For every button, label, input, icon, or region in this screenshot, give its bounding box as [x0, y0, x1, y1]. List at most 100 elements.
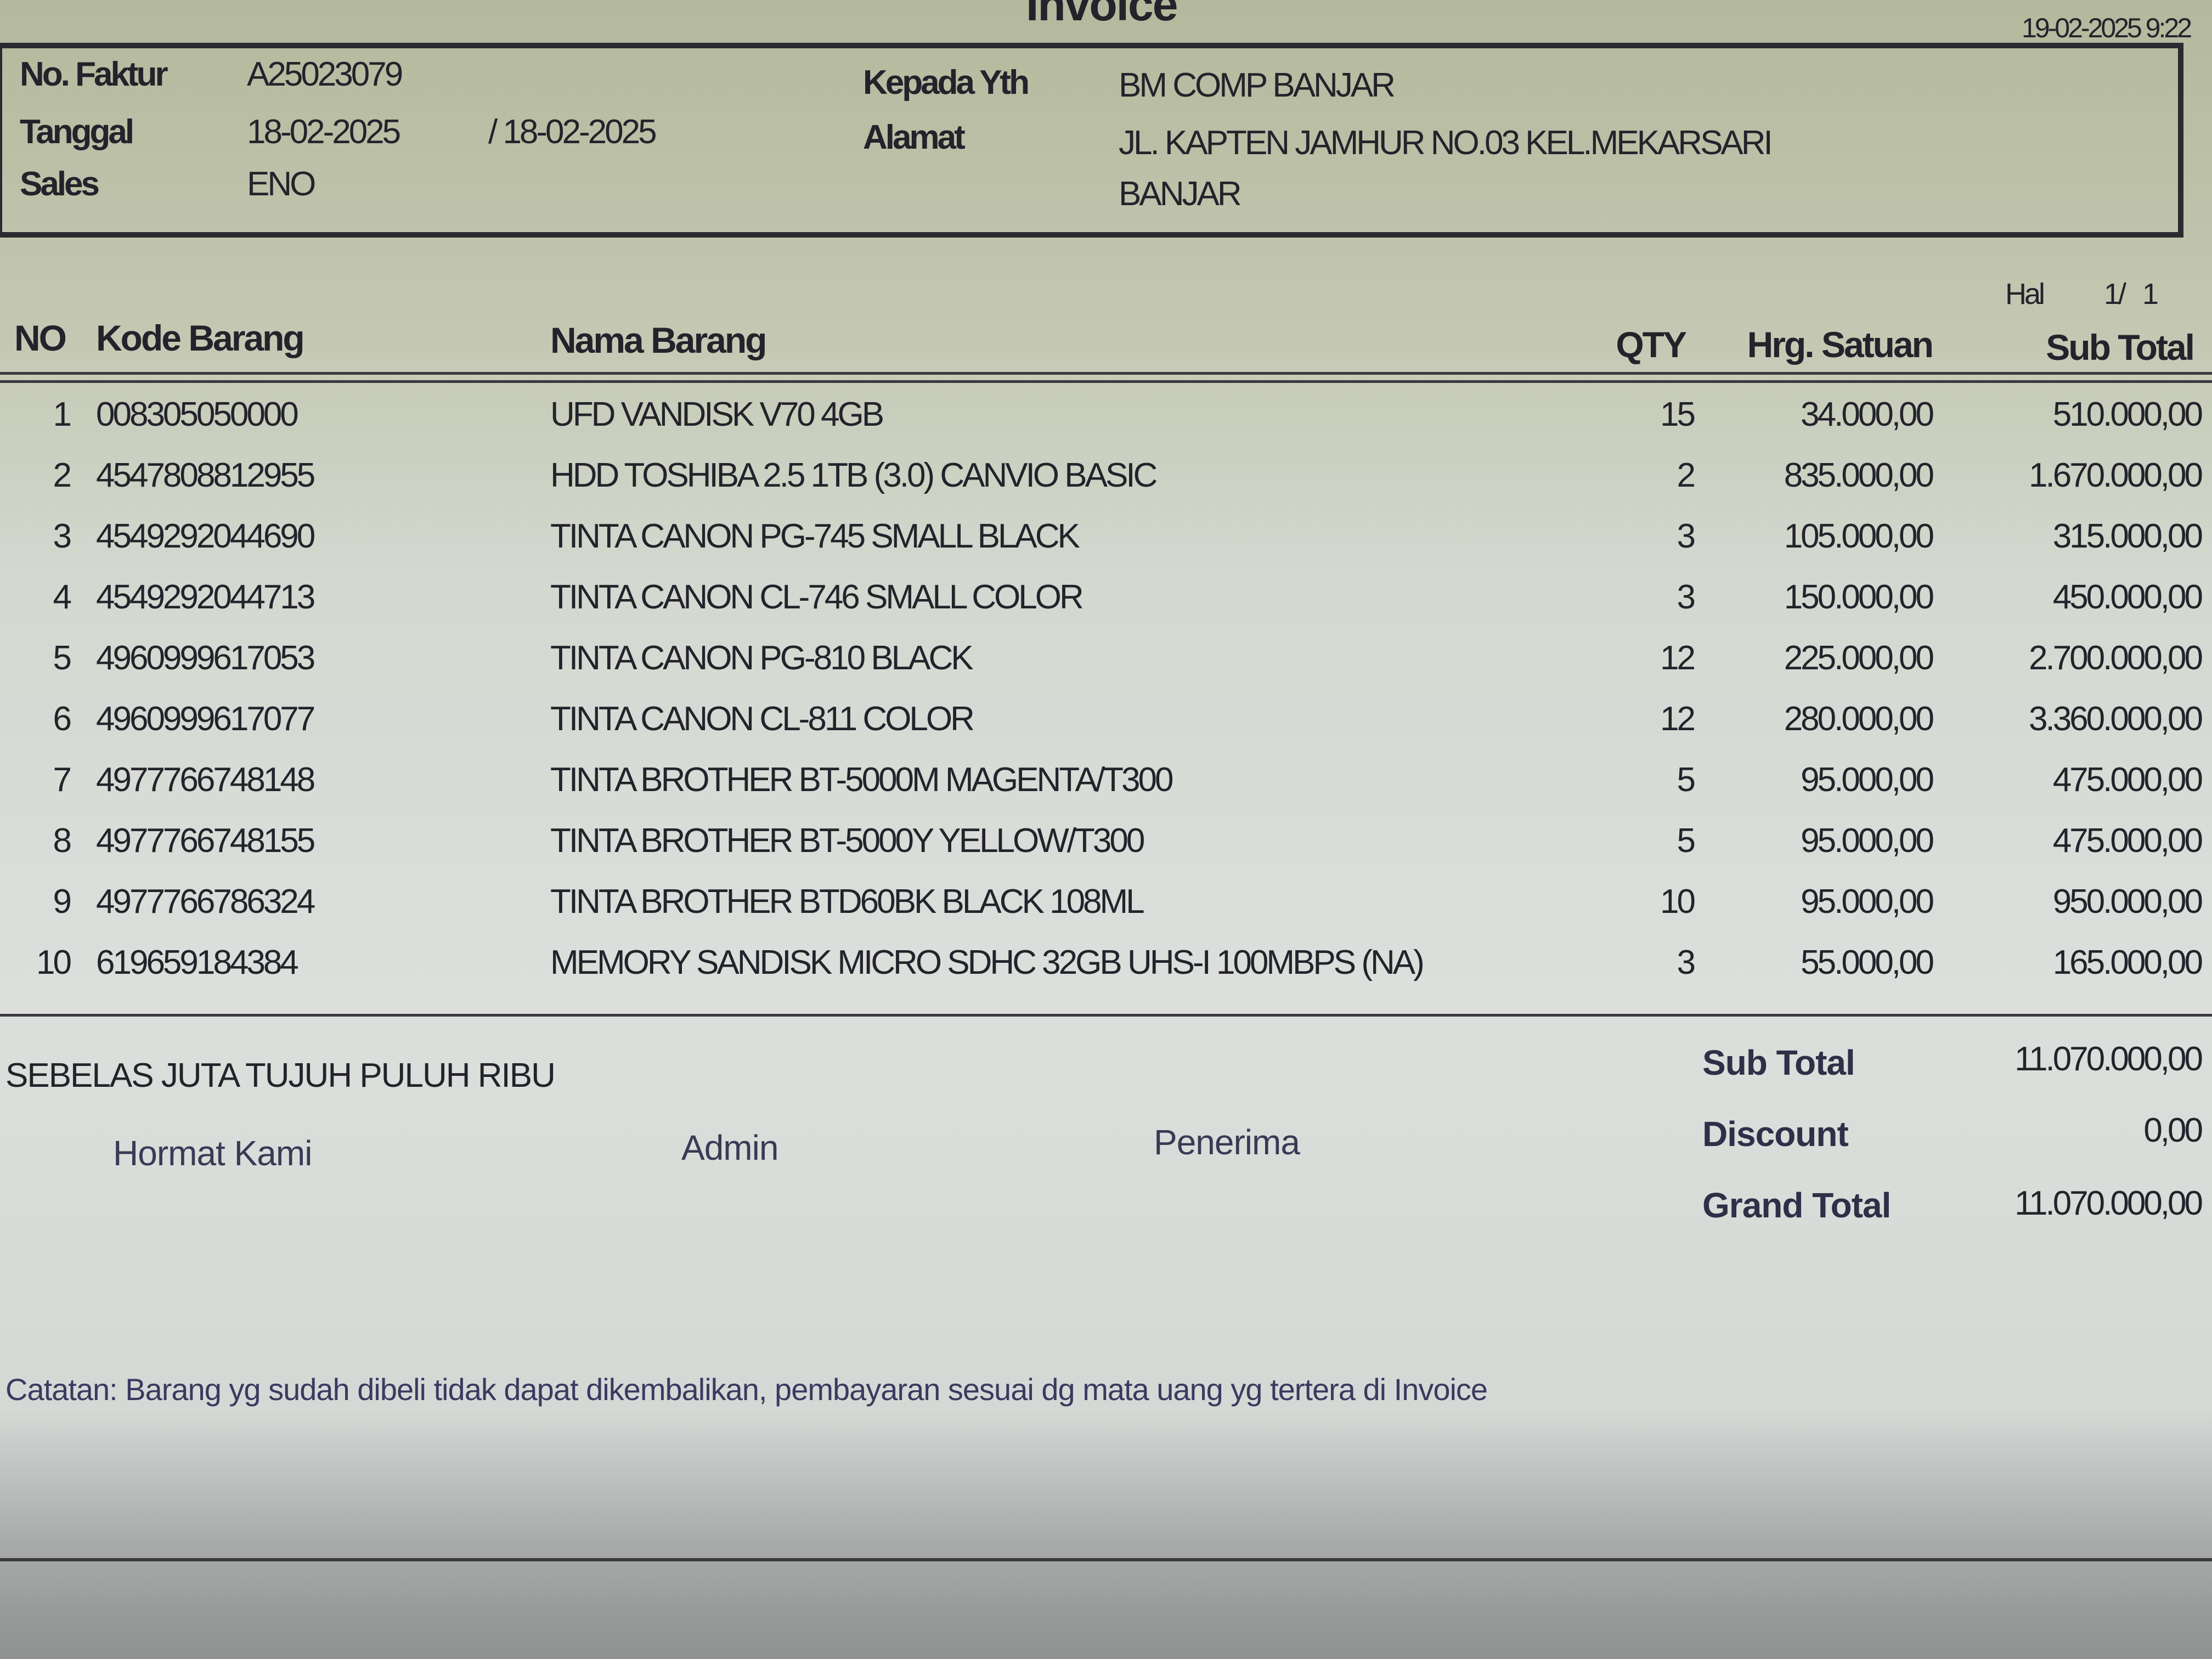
row-nama: TINTA CANON PG-810 BLACK: [550, 639, 974, 677]
note-text: Catatan: Barang yg sudah dibeli tidak da…: [5, 1372, 1488, 1407]
col-subtotal: Sub Total: [2046, 327, 2195, 368]
row-qty: 12: [1660, 639, 1696, 677]
alamat-label: Alamat: [863, 119, 966, 156]
col-qty: QTY: [1616, 324, 1687, 365]
discount-value: 0,00: [2143, 1111, 2203, 1149]
row-subtotal: 475.000,00: [2052, 822, 2203, 860]
row-no: 1: [53, 396, 72, 433]
row-qty: 3: [1677, 517, 1696, 555]
grand-total-value: 11.070.000,00: [2015, 1184, 2203, 1222]
col-nama: Nama Barang: [550, 320, 767, 360]
invoice-header-box: [0, 43, 2183, 238]
tanggal-from: 18-02-2025: [247, 113, 401, 151]
grand-total-label: Grand Total: [1702, 1186, 1891, 1225]
invoice-title: Invoice: [1026, 0, 1178, 30]
signature-penerima: Penerima: [1154, 1122, 1300, 1162]
signature-admin: Admin: [681, 1128, 778, 1167]
row-no: 7: [53, 761, 72, 799]
row-no: 2: [53, 456, 72, 494]
row-kode: 008305050000: [96, 396, 299, 433]
row-kode: 4977766748155: [96, 822, 315, 860]
row-harga: 835.000,00: [1784, 456, 1934, 494]
col-kode: Kode Barang: [96, 318, 305, 358]
subtotal-value: 11.070.000,00: [2015, 1040, 2203, 1078]
kepada-label: Kepada Yth: [863, 64, 1030, 101]
row-nama: HDD TOSHIBA 2.5 1TB (3.0) CANVIO BASIC: [550, 456, 1158, 494]
discount-label: Discount: [1702, 1114, 1849, 1154]
table-row: 1 008305050000 UFD VANDISK V70 4GB 15 34.000…: [0, 395, 2212, 455]
row-nama: UFD VANDISK V70 4GB: [550, 396, 884, 433]
row-subtotal: 475.000,00: [2052, 761, 2203, 799]
row-no: 5: [53, 639, 72, 677]
tanggal-label: Tanggal: [20, 113, 134, 151]
row-nama: TINTA BROTHER BT-5000M MAGENTA/T300: [550, 761, 1173, 799]
row-subtotal: 165.000,00: [2052, 944, 2203, 981]
row-harga: 34.000,00: [1801, 396, 1934, 433]
table-row: 6 4960999617077 TINTA CANON CL-811 COLOR 12…: [0, 699, 2212, 760]
row-no: 10: [36, 944, 72, 981]
row-nama: TINTA CANON CL-811 COLOR: [550, 700, 975, 738]
row-qty: 5: [1677, 761, 1696, 799]
table-row: 10 619659184384 MEMORY SANDISK MICRO SDHC …: [0, 943, 2212, 1003]
row-nama: TINTA CANON CL-746 SMALL COLOR: [550, 578, 1084, 616]
row-subtotal: 3.360.000,00: [2028, 700, 2203, 738]
header-divider: [0, 372, 2212, 383]
table-row: 4 4549292044713 TINTA CANON CL-746 SMALL C…: [0, 578, 2212, 638]
table-row: 8 4977766748155 TINTA BROTHER BT-5000Y YEL…: [0, 821, 2212, 882]
tanggal-to: / 18-02-2025: [488, 113, 657, 151]
row-harga: 95.000,00: [1801, 761, 1934, 799]
row-subtotal: 2.700.000,00: [2028, 639, 2203, 677]
row-subtotal: 510.000,00: [2052, 396, 2203, 433]
row-harga: 55.000,00: [1801, 944, 1934, 981]
no-faktur-value: A25023079: [247, 55, 403, 93]
col-no: NO: [14, 318, 67, 358]
row-harga: 95.000,00: [1801, 822, 1934, 860]
row-subtotal: 950.000,00: [2052, 883, 2203, 921]
table-row: 3 4549292044690 TINTA CANON PG-745 SMALL B…: [0, 517, 2212, 577]
row-nama: MEMORY SANDISK MICRO SDHC 32GB UHS-I 100…: [550, 944, 1425, 981]
page-label: Hal: [2005, 278, 2045, 311]
row-subtotal: 450.000,00: [2052, 578, 2203, 616]
subtotal-label: Sub Total: [1702, 1043, 1855, 1082]
table-bottom-divider: [0, 1014, 2212, 1017]
row-nama: TINTA BROTHER BTD60BK BLACK 108ML: [550, 883, 1145, 921]
row-harga: 280.000,00: [1784, 700, 1934, 738]
row-qty: 10: [1660, 883, 1696, 921]
row-kode: 4549292044690: [96, 517, 315, 555]
kepada-value: BM COMP BANJAR: [1119, 66, 1396, 104]
table-row: 9 4977766786324 TINTA BROTHER BTD60BK BLAC…: [0, 882, 2212, 943]
sales-label: Sales: [20, 165, 100, 203]
page-bottom-line: [0, 1558, 2212, 1561]
page-value: 1/ 1: [2104, 278, 2159, 311]
row-kode: 4549292044713: [96, 578, 315, 616]
row-kode: 619659184384: [96, 944, 299, 981]
row-no: 6: [53, 700, 72, 738]
row-subtotal: 1.670.000,00: [2028, 456, 2203, 494]
row-qty: 2: [1677, 456, 1696, 494]
col-harga: Hrg. Satuan: [1747, 324, 1934, 365]
row-nama: TINTA CANON PG-745 SMALL BLACK: [550, 517, 1080, 555]
row-harga: 150.000,00: [1784, 578, 1934, 616]
row-kode: 4960999617053: [96, 639, 315, 677]
sales-value: ENO: [247, 165, 316, 203]
row-qty: 5: [1677, 822, 1696, 860]
table-row: 2 4547808812955 HDD TOSHIBA 2.5 1TB (3.0) …: [0, 456, 2212, 516]
signature-hormat-kami: Hormat Kami: [113, 1133, 312, 1173]
table-row: 5 4960999617053 TINTA CANON PG-810 BLACK 12…: [0, 639, 2212, 699]
row-kode: 4547808812955: [96, 456, 315, 494]
row-kode: 4960999617077: [96, 700, 315, 738]
row-no: 8: [53, 822, 72, 860]
row-qty: 3: [1677, 944, 1696, 981]
row-qty: 3: [1677, 578, 1696, 616]
row-no: 9: [53, 883, 72, 921]
alamat-line1: JL. KAPTEN JAMHUR NO.03 KEL.MEKARSARI: [1119, 124, 1773, 162]
amount-in-words: SEBELAS JUTA TUJUH PULUH RIBU: [5, 1057, 556, 1094]
row-harga: 95.000,00: [1801, 883, 1934, 921]
no-faktur-label: No. Faktur: [20, 55, 168, 93]
row-no: 3: [53, 517, 72, 555]
row-qty: 12: [1660, 700, 1696, 738]
row-kode: 4977766748148: [96, 761, 315, 799]
row-subtotal: 315.000,00: [2052, 517, 2203, 555]
row-no: 4: [53, 578, 72, 616]
row-harga: 225.000,00: [1784, 639, 1934, 677]
